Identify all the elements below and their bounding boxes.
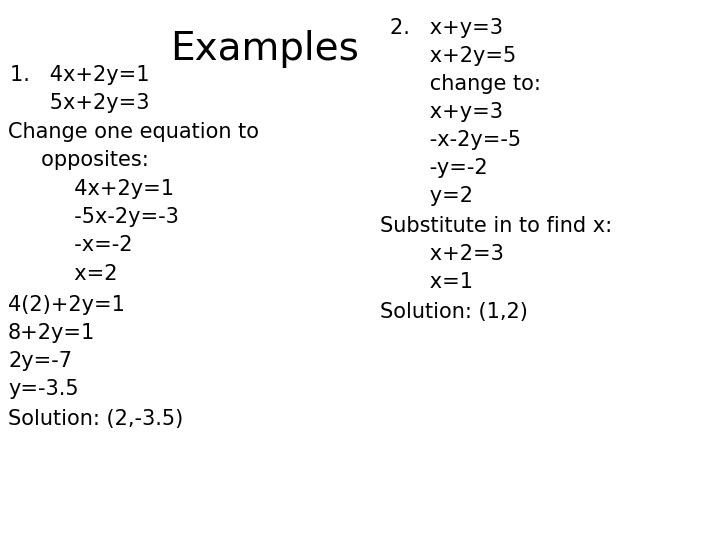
Text: -x=-2: -x=-2 xyxy=(8,235,132,255)
Text: 2.   x+y=3: 2. x+y=3 xyxy=(390,18,503,38)
Text: 4(2)+2y=1: 4(2)+2y=1 xyxy=(8,295,125,315)
Text: x+2=3: x+2=3 xyxy=(390,244,504,264)
Text: y=-3.5: y=-3.5 xyxy=(8,379,78,399)
Text: Substitute in to find x:: Substitute in to find x: xyxy=(380,216,612,236)
Text: x+2y=5: x+2y=5 xyxy=(390,46,516,66)
Text: -x-2y=-5: -x-2y=-5 xyxy=(390,130,521,150)
Text: x=1: x=1 xyxy=(390,272,473,292)
Text: Solution: (2,-3.5): Solution: (2,-3.5) xyxy=(8,409,184,429)
Text: Solution: (1,2): Solution: (1,2) xyxy=(380,302,528,322)
Text: x+y=3: x+y=3 xyxy=(390,102,503,122)
Text: y=2: y=2 xyxy=(390,186,473,206)
Text: change to:: change to: xyxy=(390,74,541,94)
Text: x=2: x=2 xyxy=(8,264,117,284)
Text: Change one equation to: Change one equation to xyxy=(8,122,259,142)
Text: 5x+2y=3: 5x+2y=3 xyxy=(10,93,150,113)
Text: 8+2y=1: 8+2y=1 xyxy=(8,323,95,343)
Text: 1.   4x+2y=1: 1. 4x+2y=1 xyxy=(10,65,150,85)
Text: -y=-2: -y=-2 xyxy=(390,158,487,178)
Text: opposites:: opposites: xyxy=(8,150,149,170)
Text: Examples: Examples xyxy=(170,30,359,68)
Text: -5x-2y=-3: -5x-2y=-3 xyxy=(8,207,179,227)
Text: 2y=-7: 2y=-7 xyxy=(8,351,72,371)
Text: 4x+2y=1: 4x+2y=1 xyxy=(8,179,174,199)
